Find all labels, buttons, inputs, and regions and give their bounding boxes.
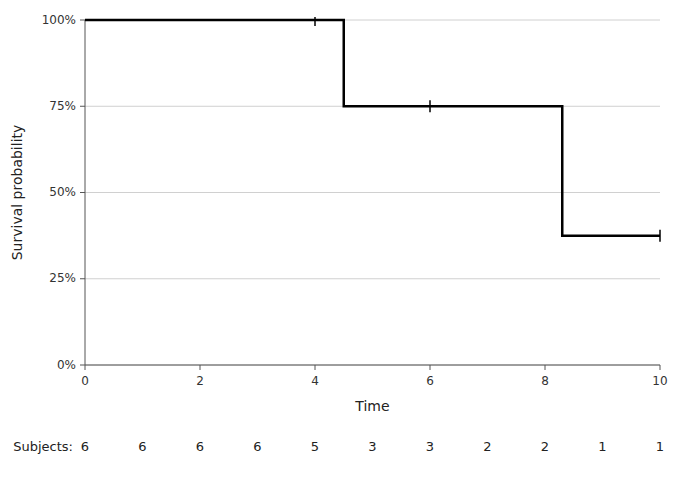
subjects-label: Subjects:: [13, 439, 73, 454]
grid-line: [85, 278, 660, 279]
x-tick-label: 6: [426, 374, 434, 388]
plot-area: [85, 17, 660, 242]
x-tick-label: 4: [311, 374, 319, 388]
y-tick-label: 50%: [49, 185, 76, 199]
x-tick-label: 10: [652, 374, 667, 388]
survival-line: [85, 20, 660, 236]
subjects-count: 6: [253, 439, 261, 454]
grid-line: [85, 365, 660, 366]
y-tick: [80, 20, 85, 21]
subjects-count: 5: [311, 439, 319, 454]
grid-line: [85, 192, 660, 193]
subjects-count: 3: [368, 439, 376, 454]
x-axis-label: Time: [354, 398, 389, 414]
subjects-count: 3: [426, 439, 434, 454]
y-tick: [80, 106, 85, 107]
subjects-count: 1: [656, 439, 664, 454]
x-tick: [200, 365, 201, 370]
x-tick: [85, 365, 86, 370]
subjects-count: 2: [483, 439, 491, 454]
axes: 0% 25% 50% 75% 100% 0 2 4 6 8 10: [42, 13, 668, 389]
censor-tick: [429, 100, 431, 112]
x-tick: [315, 365, 316, 370]
censor-tick: [314, 17, 316, 26]
subjects-count: 2: [541, 439, 549, 454]
y-axis-line: [85, 20, 86, 365]
x-tick-label: 2: [196, 374, 204, 388]
subjects-count: 1: [598, 439, 606, 454]
y-tick-label: 100%: [42, 13, 76, 27]
x-tick: [430, 365, 431, 370]
y-axis-label: Survival probability: [9, 125, 25, 261]
subjects-row: Subjects: 6 6 6 6 5 3 3 2 2 1 1: [13, 439, 664, 454]
y-tick: [80, 192, 85, 193]
x-tick-label: 0: [81, 374, 89, 388]
x-tick-label: 8: [541, 374, 549, 388]
x-axis-line: [85, 365, 660, 366]
y-tick-label: 0%: [57, 358, 76, 372]
subjects-count: 6: [138, 439, 146, 454]
y-tick: [80, 278, 85, 279]
subjects-count: 6: [81, 439, 89, 454]
y-tick-label: 25%: [49, 271, 76, 285]
chart: 0% 25% 50% 75% 100% 0 2 4 6 8 10 Time Survival proba…: [0, 0, 685, 480]
x-tick: [545, 365, 546, 370]
grid: [85, 20, 660, 365]
subjects-count: 6: [196, 439, 204, 454]
censor-tick: [659, 230, 661, 242]
y-tick-label: 75%: [49, 99, 76, 113]
y-tick: [80, 365, 85, 366]
x-tick: [660, 365, 661, 370]
